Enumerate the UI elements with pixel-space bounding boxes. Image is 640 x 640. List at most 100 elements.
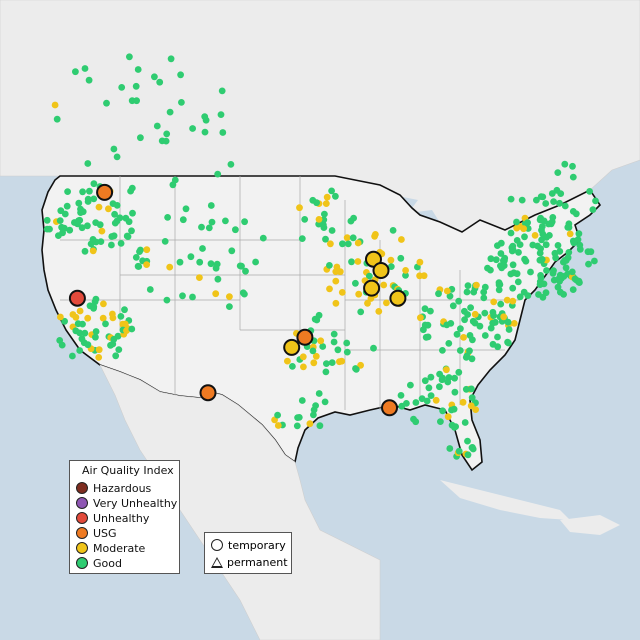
monitor-dot: [460, 334, 467, 341]
monitor-dot: [212, 264, 220, 272]
monitor-dot: [464, 451, 472, 459]
monitor-dot: [137, 134, 144, 142]
monitor-dot: [110, 232, 118, 240]
state-lines: [60, 176, 520, 410]
monitor-dot: [540, 217, 548, 225]
monitor-dot: [417, 314, 424, 322]
monitor-dot: [586, 188, 593, 195]
monitor-dot: [76, 307, 84, 315]
monitor-dot: [449, 302, 457, 310]
monitor-dot: [557, 190, 565, 198]
legend-title: Air Quality Index: [82, 464, 174, 477]
monitor-dot: [453, 330, 461, 338]
monitor-dot: [447, 320, 455, 327]
monitor-dot: [107, 341, 114, 349]
monitor-dot: [343, 348, 351, 356]
monitor-dot: [357, 308, 365, 316]
triangle-icon: [211, 556, 223, 568]
monitor-dot: [315, 216, 323, 223]
monitor-dot: [524, 292, 532, 299]
monitor-dot: [299, 353, 307, 361]
monitor-dot: [158, 137, 166, 145]
monitor-dot: [507, 229, 515, 237]
monitor-dot: [446, 292, 454, 300]
monitor-dot: [241, 290, 248, 298]
monitor-dot: [387, 256, 395, 264]
monitor-dot: [81, 65, 89, 72]
monitor-dot: [218, 87, 226, 95]
monitor-dot: [227, 161, 235, 168]
monitor-dot: [591, 257, 598, 265]
shape-label-permanent: permanent: [227, 555, 288, 569]
monitor-dot: [133, 97, 141, 105]
monitor-dot: [84, 314, 92, 322]
monitor-dot: [189, 125, 197, 132]
monitor-dot: [524, 219, 531, 227]
monitor-dots: [43, 53, 599, 460]
monitor-dot: [455, 297, 463, 305]
monitor-dot: [587, 248, 595, 256]
monitor-dot: [151, 73, 158, 81]
monitor-dot: [96, 221, 104, 229]
monitor-dot: [128, 227, 135, 235]
monitor-dot: [226, 303, 233, 310]
monitor-dot: [98, 227, 106, 235]
monitor-dot: [536, 281, 544, 288]
monitor-dot: [531, 232, 539, 239]
monitor-dot: [323, 193, 331, 201]
monitor-dot: [556, 248, 564, 255]
monitor-dot: [444, 378, 452, 386]
monitor-dot: [432, 396, 440, 404]
monitor-dot: [489, 308, 497, 316]
monitor-dot: [522, 257, 530, 265]
monitor-dot: [565, 224, 573, 231]
monitor-dot: [143, 246, 151, 254]
monitor-dot: [448, 406, 455, 414]
monitor-dot: [505, 326, 513, 333]
legend-label-very-unhealthy: Very Unhealthy: [93, 496, 178, 510]
monitor-dot: [537, 193, 545, 201]
monitor-dot: [568, 268, 576, 276]
monitor-dot: [156, 78, 164, 86]
legend-swatch-moderate: [76, 542, 88, 554]
monitor-dot: [427, 307, 434, 315]
monitor-dot: [513, 218, 520, 226]
monitor-dot: [536, 249, 544, 257]
monitor-dot: [61, 210, 69, 218]
monitor-dot: [423, 397, 431, 405]
monitor-dot: [63, 202, 71, 210]
monitor-dot: [189, 293, 196, 301]
monitor-dot: [448, 421, 456, 429]
monitor-dot: [122, 214, 130, 222]
circle-icon: [211, 539, 223, 551]
monitor-dot: [509, 261, 517, 269]
monitor-dot: [467, 304, 474, 311]
monitor-dot: [322, 200, 330, 208]
monitor-dot: [298, 235, 306, 243]
monitor-dot: [205, 224, 213, 232]
monitor-dot: [123, 327, 130, 334]
monitor-dot: [328, 359, 336, 366]
monitor-dot: [289, 363, 296, 370]
legend-item-very-unhealthy: Very Unhealthy: [76, 496, 177, 510]
monitor-dot: [480, 288, 488, 296]
monitor-dot: [128, 325, 136, 333]
monitor-dot: [398, 236, 405, 243]
monitor-dot: [241, 218, 249, 226]
monitor-dot: [343, 234, 351, 242]
monitor-dot: [328, 187, 335, 195]
monitor-dot: [569, 162, 576, 170]
monitor-dot: [491, 318, 499, 326]
monitor-dot: [446, 445, 454, 452]
monitor-dot: [59, 229, 66, 237]
monitor-dot: [153, 122, 161, 130]
monitor-dot: [332, 299, 340, 307]
monitor-dot: [352, 366, 360, 373]
monitor-dot: [72, 68, 79, 76]
monitor-dot: [461, 419, 469, 426]
monitor-dot: [163, 130, 171, 138]
monitor-dot: [76, 347, 84, 354]
monitor-dot: [317, 337, 325, 345]
monitor-dot: [332, 277, 340, 285]
monitor-dot: [492, 256, 500, 264]
